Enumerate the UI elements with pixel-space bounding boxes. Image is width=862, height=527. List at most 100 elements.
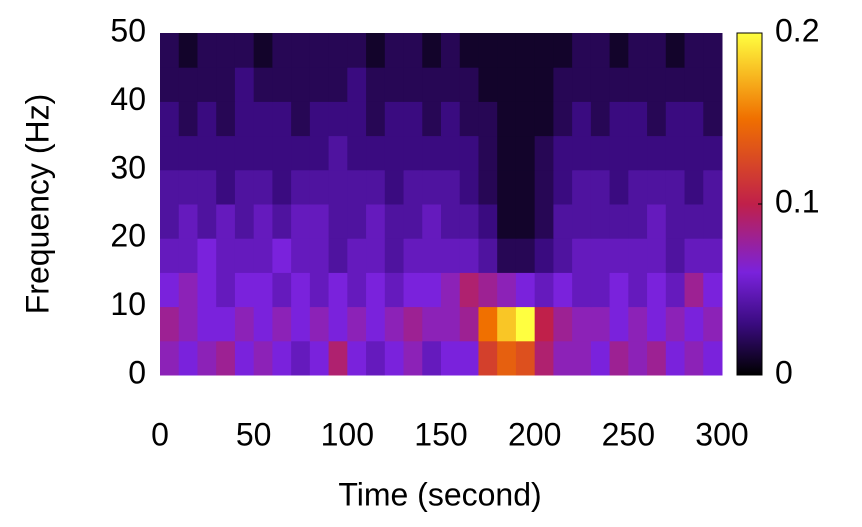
heatmap-cell xyxy=(253,238,273,273)
heatmap-cell xyxy=(515,101,536,137)
colorbar-tick-label: 0.2 xyxy=(775,12,819,48)
heatmap-cell xyxy=(703,340,723,376)
heatmap-cell xyxy=(309,204,330,239)
heatmap-cell xyxy=(665,169,686,205)
heatmap-cell xyxy=(384,238,405,273)
heatmap-cell xyxy=(497,238,517,273)
heatmap-cell xyxy=(497,340,517,376)
heatmap-cell xyxy=(478,101,498,137)
heatmap-cell xyxy=(347,135,367,171)
heatmap-cell xyxy=(272,101,292,137)
heatmap-cell xyxy=(291,67,311,102)
heatmap-cell xyxy=(234,306,255,342)
heatmap-cell xyxy=(197,204,217,239)
heatmap-cell xyxy=(234,33,255,68)
heatmap-cell xyxy=(422,169,442,205)
heatmap-cell xyxy=(459,101,479,137)
heatmap-cell xyxy=(497,306,517,342)
heatmap-cell xyxy=(216,135,236,171)
heatmap-cell xyxy=(478,238,498,273)
heatmap-cell xyxy=(572,340,592,376)
y-tick-label: 40 xyxy=(110,81,146,117)
heatmap-cell xyxy=(178,272,198,308)
heatmap-cell xyxy=(534,306,554,342)
heatmap-cell xyxy=(234,169,255,205)
heatmap-cell xyxy=(366,340,386,376)
heatmap-cell xyxy=(647,340,667,376)
heatmap-cell xyxy=(703,169,723,205)
heatmap-cell xyxy=(160,238,180,273)
heatmap-cell xyxy=(441,306,461,342)
heatmap-cell xyxy=(572,67,592,102)
heatmap-cell xyxy=(665,67,686,102)
heatmap-cell xyxy=(216,67,236,102)
heatmap-cell xyxy=(197,238,217,273)
heatmap-cell xyxy=(403,67,423,102)
heatmap-cell xyxy=(328,67,348,102)
heatmap-cell xyxy=(459,272,479,308)
heatmap-cell xyxy=(291,238,311,273)
heatmap-cell xyxy=(515,67,536,102)
colorbar-tick-label: 0 xyxy=(775,354,793,390)
heatmap-cell xyxy=(272,169,292,205)
heatmap-cell xyxy=(572,169,592,205)
heatmap-cell xyxy=(497,169,517,205)
heatmap-cell xyxy=(160,67,180,102)
heatmap-cell xyxy=(347,33,367,68)
heatmap-cell xyxy=(422,135,442,171)
heatmap-cell xyxy=(422,238,442,273)
x-tick-label: 200 xyxy=(508,416,561,452)
heatmap-cell xyxy=(684,169,704,205)
heatmap-cell xyxy=(197,101,217,137)
heatmap-cell xyxy=(253,67,273,102)
heatmap-cell xyxy=(234,204,255,239)
heatmap-cell xyxy=(160,101,180,137)
heatmap-cell xyxy=(590,204,611,239)
heatmap-cell xyxy=(178,101,198,137)
heatmap-cell xyxy=(422,67,442,102)
heatmap-cell xyxy=(216,33,236,68)
heatmap-cell xyxy=(553,238,573,273)
colorbar xyxy=(736,32,763,376)
x-tick-label: 50 xyxy=(236,416,272,452)
heatmap-cell xyxy=(684,67,704,102)
heatmap-cell xyxy=(216,204,236,239)
heatmap-cell xyxy=(366,272,386,308)
heatmap-cell xyxy=(534,204,554,239)
heatmap-cell xyxy=(272,306,292,342)
heatmap-cell xyxy=(497,67,517,102)
heatmap-cell xyxy=(665,101,686,137)
heatmap-cell xyxy=(553,67,573,102)
heatmap-cell xyxy=(628,272,648,308)
heatmap-cell xyxy=(272,272,292,308)
heatmap-cell xyxy=(216,272,236,308)
heatmap-cell xyxy=(178,33,198,68)
heatmap-cell xyxy=(590,340,611,376)
heatmap-cell xyxy=(328,169,348,205)
heatmap-cell xyxy=(403,101,423,137)
heatmap-cell xyxy=(234,135,255,171)
heatmap-cell xyxy=(647,169,667,205)
heatmap-cell xyxy=(684,101,704,137)
heatmap-cell xyxy=(703,67,723,102)
heatmap-cell xyxy=(403,135,423,171)
heatmap-cell xyxy=(309,272,330,308)
heatmap-cell xyxy=(684,204,704,239)
y-tick-label: 50 xyxy=(110,12,146,48)
heatmap-cell xyxy=(160,306,180,342)
heatmap-cell xyxy=(291,272,311,308)
heatmap-cell xyxy=(291,204,311,239)
heatmap-cell xyxy=(366,101,386,137)
heatmap-cell xyxy=(703,306,723,342)
heatmap-cell xyxy=(253,135,273,171)
heatmap-cell xyxy=(647,33,667,68)
y-tick-label: 0 xyxy=(128,354,146,390)
heatmap-cell xyxy=(628,169,648,205)
heatmap-cell xyxy=(328,238,348,273)
heatmap-cell xyxy=(497,33,517,68)
heatmap-cell xyxy=(291,33,311,68)
heatmap-cell xyxy=(272,340,292,376)
heatmap-cell xyxy=(534,238,554,273)
